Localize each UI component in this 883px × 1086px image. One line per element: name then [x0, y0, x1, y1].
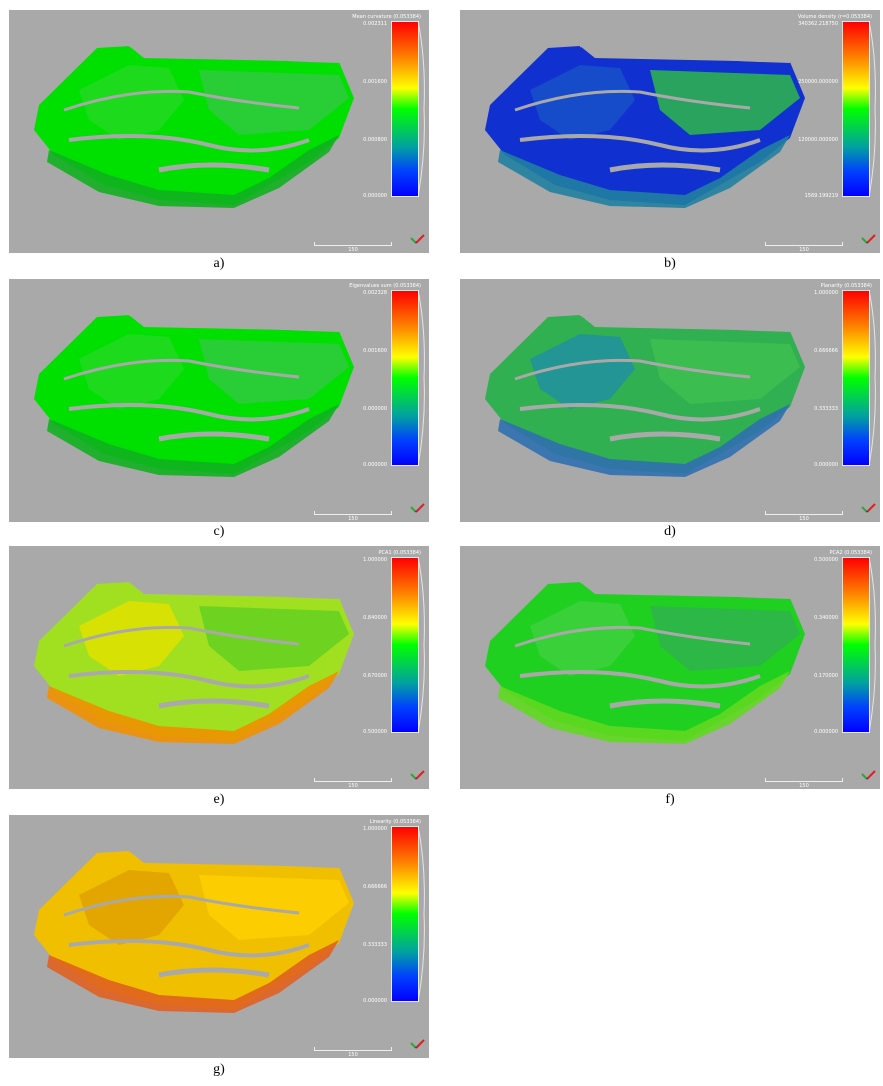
colorbar-tick-label: 0.500000	[814, 557, 838, 563]
colorbar-tick-label: 0.666666	[363, 884, 387, 890]
colorbar-title: Eigenvalues sum (0.053384)	[349, 283, 421, 289]
panel-d: Planarity (0.053384) 1.000000 0.666666 0.33…	[460, 279, 880, 522]
scale-bar	[314, 1047, 392, 1051]
colorbar-tick-label: 0.000800	[363, 137, 387, 143]
color-scale-bar	[842, 557, 870, 733]
scale-bar-label: 150	[799, 516, 809, 522]
caption-b: b)	[664, 256, 676, 271]
axis-orientation-icon	[410, 1039, 425, 1049]
point-cloud-g	[34, 850, 354, 1013]
colorbar-title: Mean curvature (0.053384)	[352, 14, 421, 20]
colorbar-tick-label: 0.666666	[814, 348, 838, 354]
colorbar-tick-label: 0.333333	[363, 942, 387, 948]
scale-bar-label: 150	[348, 247, 358, 253]
colorbar-title: PCA2 (0.053384)	[829, 550, 872, 556]
colorbar-tick-label: 1.000000	[363, 826, 387, 832]
scale-bar-label: 150	[799, 783, 809, 789]
caption-f: f)	[665, 792, 675, 807]
scale-bar	[314, 242, 392, 246]
colorbar-tick-label: 0.001600	[363, 348, 387, 354]
colorbar-tick-label: 0.000000	[814, 462, 838, 468]
color-scale-bar	[391, 826, 419, 1002]
colorbar-tick-label: 1.000000	[363, 557, 387, 563]
color-scale-bar	[391, 21, 419, 197]
colorbar-tick-label: 0.000000	[363, 406, 387, 412]
axis-orientation-icon	[410, 234, 425, 244]
colorbar-tick-label: 0.002311	[363, 21, 387, 27]
colorbar-tick-label: 0.000000	[363, 193, 387, 199]
axis-orientation-icon	[861, 234, 876, 244]
axis-orientation-icon	[410, 503, 425, 513]
colorbar-tick-label: 0.000000	[363, 462, 387, 468]
caption-g: g)	[213, 1062, 225, 1077]
colorbar-tick-label: 250000.000000	[798, 79, 838, 85]
panel-e: PCA1 (0.053384) 1.000000 0.840000 0.670000 0…	[9, 546, 429, 789]
colorbar-tick-label: 340362.218750	[798, 21, 838, 27]
colorbar-tick-label: 0.000000	[814, 729, 838, 735]
colorbar-tick-label: 1.000000	[814, 290, 838, 296]
scale-bar	[765, 242, 843, 246]
colorbar-tick-label: 0.170000	[814, 673, 838, 679]
axis-orientation-icon	[861, 770, 876, 780]
caption-d: d)	[664, 524, 676, 539]
colorbar-tick-label: 1569.199219	[804, 193, 838, 199]
scale-bar	[314, 778, 392, 782]
histogram-curve	[869, 21, 876, 197]
colorbar-tick-label: 0.340000	[814, 615, 838, 621]
color-scale-bar	[391, 557, 419, 733]
histogram-curve	[418, 21, 425, 197]
panel-g: Linearity (0.053384) 1.000000 0.666666 0.33…	[9, 815, 429, 1058]
point-cloud-f	[485, 581, 805, 744]
panel-f: PCA2 (0.053384) 0.500000 0.340000 0.170000 0…	[460, 546, 880, 789]
colorbar-tick-label: 0.001600	[363, 79, 387, 85]
scale-bar	[314, 511, 392, 515]
color-scale-bar	[391, 290, 419, 466]
colorbar-tick-label: 0.333333	[814, 406, 838, 412]
panel-b: Volume density (r=0.053384) 340362.218750…	[460, 10, 880, 253]
histogram-curve	[869, 557, 876, 733]
colorbar-title: Linearity (0.053384)	[369, 819, 421, 825]
point-cloud-b	[485, 45, 805, 208]
caption-c: c)	[213, 524, 225, 539]
point-cloud-e	[34, 581, 354, 744]
caption-a: a)	[213, 256, 225, 271]
scale-bar	[765, 511, 843, 515]
scale-bar-label: 150	[348, 783, 358, 789]
colorbar-tick-label: 0.500000	[363, 729, 387, 735]
histogram-curve	[869, 290, 876, 466]
panel-c: Eigenvalues sum (0.053384) 0.002328 0.0016…	[9, 279, 429, 522]
point-cloud-c	[34, 314, 354, 477]
scale-bar-label: 150	[348, 516, 358, 522]
point-cloud-a	[34, 45, 354, 208]
panel-a: Mean curvature (0.053384) 0.002311 0.00160…	[9, 10, 429, 253]
colorbar-title: Planarity (0.053384)	[820, 283, 872, 289]
colorbar-tick-label: 0.000000	[363, 998, 387, 1004]
color-scale-bar	[842, 290, 870, 466]
point-cloud-d	[485, 314, 805, 477]
axis-orientation-icon	[410, 770, 425, 780]
colorbar-tick-label: 0.670000	[363, 673, 387, 679]
colorbar-title: Volume density (r=0.053384)	[797, 14, 872, 20]
colorbar-tick-label: 0.002328	[363, 290, 387, 296]
histogram-curve	[418, 826, 425, 1002]
axis-orientation-icon	[861, 503, 876, 513]
scale-bar-label: 150	[799, 247, 809, 253]
color-scale-bar	[842, 21, 870, 197]
histogram-curve	[418, 557, 425, 733]
colorbar-tick-label: 0.840000	[363, 615, 387, 621]
scale-bar-label: 150	[348, 1052, 358, 1058]
colorbar-title: PCA1 (0.053384)	[378, 550, 421, 556]
histogram-curve	[418, 290, 425, 466]
caption-e: e)	[213, 792, 225, 807]
scale-bar	[765, 778, 843, 782]
colorbar-tick-label: 120000.000000	[798, 137, 838, 143]
